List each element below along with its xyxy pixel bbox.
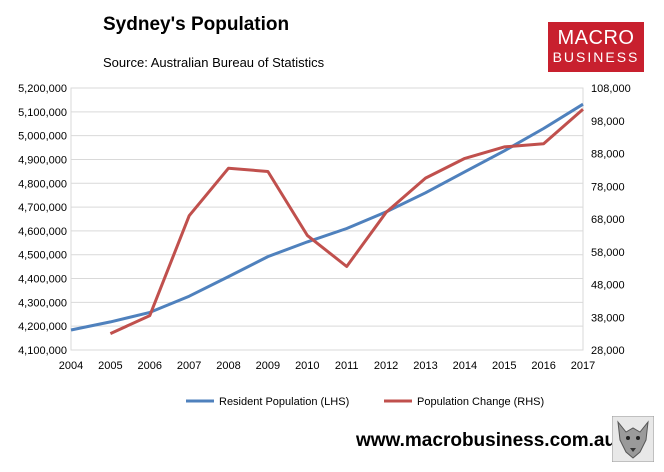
right-tick-label: 58,000	[591, 247, 625, 259]
population-change-line	[109, 108, 584, 335]
x-tick-label: 2017	[571, 360, 595, 372]
left-tick-label: 4,800,000	[18, 178, 67, 190]
left-tick-label: 4,400,000	[18, 274, 67, 286]
left-tick-label: 5,000,000	[18, 131, 67, 143]
left-tick-label: 4,500,000	[18, 250, 67, 262]
logo-line-1: MACRO	[557, 27, 635, 49]
wolf-icon	[612, 416, 654, 462]
logo-line-2: BUSINESS	[552, 49, 640, 65]
right-tick-label: 78,000	[591, 181, 625, 193]
left-tick-label: 4,900,000	[18, 154, 67, 166]
resident-population-line	[70, 102, 584, 332]
series-group	[70, 102, 584, 335]
macro-business-logo: MACRO BUSINESS	[548, 22, 644, 72]
right-axis-ticks: 28,000 38,000 48,000 58,000 68,000 78,000 88,0…	[591, 83, 631, 357]
chart-subtitle: Source: Australian Bureau of Statistics	[103, 55, 325, 70]
x-tick-label: 2004	[59, 360, 83, 372]
x-tick-label: 2013	[413, 360, 437, 372]
website-url[interactable]: www.macrobusiness.com.au	[356, 430, 617, 451]
left-tick-label: 4,200,000	[18, 321, 67, 333]
x-tick-label: 2007	[177, 360, 201, 372]
left-axis-ticks: 4,100,000 4,200,000 4,300,000 4,400,000 4,50…	[18, 83, 67, 357]
right-tick-label: 108,000	[591, 83, 631, 95]
right-tick-label: 88,000	[591, 149, 625, 161]
plot-area	[70, 87, 584, 351]
right-tick-label: 68,000	[591, 214, 625, 226]
legend-label: Population Change (RHS)	[417, 396, 544, 408]
x-tick-label: 2014	[453, 360, 477, 372]
x-tick-label: 2009	[256, 360, 280, 372]
gridlines	[71, 111, 583, 327]
x-tick-label: 2008	[216, 360, 240, 372]
chart-title: Sydney's Population	[103, 14, 290, 35]
left-tick-label: 4,300,000	[18, 297, 67, 309]
x-axis-ticks: 2004 2005 2006 2007 2008 2009 2010 2011 2012 2013…	[59, 360, 595, 372]
left-tick-label: 4,100,000	[18, 345, 67, 357]
x-tick-label: 2016	[531, 360, 555, 372]
legend: Resident Population (LHS) Population Chan…	[186, 396, 544, 408]
x-tick-label: 2010	[295, 360, 319, 372]
left-tick-label: 4,700,000	[18, 202, 67, 214]
right-tick-label: 48,000	[591, 280, 625, 292]
x-tick-label: 2012	[374, 360, 398, 372]
right-tick-label: 38,000	[591, 312, 625, 324]
x-tick-label: 2005	[98, 360, 122, 372]
x-tick-label: 2011	[335, 360, 359, 372]
left-tick-label: 5,200,000	[18, 83, 67, 95]
right-tick-label: 98,000	[591, 116, 625, 128]
x-tick-label: 2015	[492, 360, 516, 372]
left-tick-label: 5,100,000	[18, 107, 67, 119]
legend-label: Resident Population (LHS)	[219, 396, 349, 408]
right-tick-label: 28,000	[591, 345, 625, 357]
left-tick-label: 4,600,000	[18, 226, 67, 238]
x-tick-label: 2006	[138, 360, 162, 372]
